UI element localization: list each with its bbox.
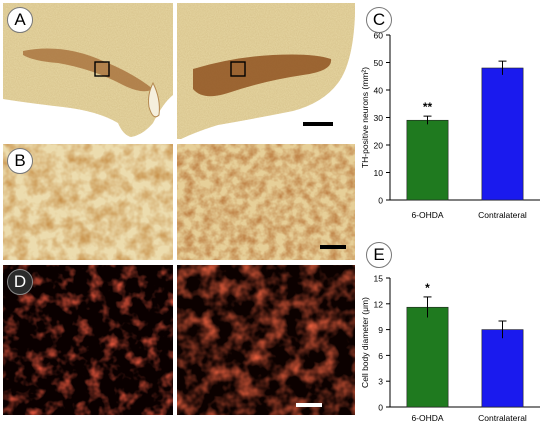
chart-c-category-label-1: 6-OHDA <box>411 210 443 220</box>
chart-e-significance-1: * <box>425 281 430 295</box>
panel-label-e: E <box>366 242 392 268</box>
chart-e-y-tick-label: 15 <box>374 274 384 284</box>
chart-e-y-tick-label: 0 <box>378 403 383 413</box>
left-inset-box <box>94 61 110 77</box>
chart-c-y-tick-label: 60 <box>374 31 384 41</box>
left-substantia-nigra <box>23 48 153 92</box>
chart-e-y-tick-label: 12 <box>374 299 384 309</box>
panel-label-a: A <box>7 7 33 33</box>
panel-a-sections <box>3 3 355 139</box>
panel-c-chart: C 0 10 20 30 40 50 60 TH-positive neurons (mm²)… <box>358 3 550 253</box>
chart-e-category-label-1: 6-OHDA <box>411 413 443 423</box>
chart-c-y-tick-label: 30 <box>374 113 384 123</box>
panel-c-plot: 0 10 20 30 40 50 60 TH-positive neurons (mm²) **… <box>360 31 540 220</box>
chart-e-y-tick-label: 6 <box>378 351 383 361</box>
panel-a-micrograph: A <box>3 3 355 139</box>
chart-c-y-tick-label: 40 <box>374 86 384 96</box>
panel-label-d: D <box>7 269 33 295</box>
chart-e-category-label-2: Contralateral <box>478 413 527 423</box>
chart-c-y-tick-label: 0 <box>378 196 383 206</box>
right-substantia-nigra <box>193 54 332 97</box>
panel-e-plot: 0 3 6 9 12 15 Cell body diameter (μm) * 6-OHDA Co… <box>360 274 540 423</box>
chart-c-bar-1 <box>406 119 449 201</box>
chart-c-bar-2 <box>481 67 524 201</box>
panel-a-scale-bar <box>303 122 333 126</box>
chart-c-y-tick-label: 10 <box>374 168 384 178</box>
chart-c-y-tick-label: 20 <box>374 141 384 151</box>
chart-e-y-tick-label: 9 <box>378 325 383 335</box>
chart-e-y-tick-label: 3 <box>378 377 383 387</box>
panel-b-micrograph: B <box>3 144 355 260</box>
panel-d-neurons <box>3 265 355 415</box>
panel-e-chart: E 0 3 6 9 12 15 Cell body diameter (μm) * 6-OHDA… <box>358 238 550 427</box>
chart-c-y-tick-label: 50 <box>374 58 384 68</box>
panel-label-c: C <box>366 7 392 33</box>
panel-label-b: B <box>7 148 33 174</box>
chart-e-y-axis-label: Cell body diameter (μm) <box>360 297 370 388</box>
panel-d-scale-bar <box>296 403 322 407</box>
chart-c-category-label-2: Contralateral <box>478 210 527 220</box>
chart-c-significance-1: ** <box>423 100 433 114</box>
panel-d-fluorescence: D <box>3 265 355 415</box>
panel-b-scale-bar <box>320 245 346 249</box>
chart-c-y-axis-label: TH-positive neurons (mm²) <box>360 67 370 168</box>
right-inset-box <box>230 61 246 77</box>
panel-b-neurons <box>3 144 355 260</box>
chart-e-bar-2 <box>481 329 524 408</box>
chart-e-bar-1 <box>406 306 449 408</box>
